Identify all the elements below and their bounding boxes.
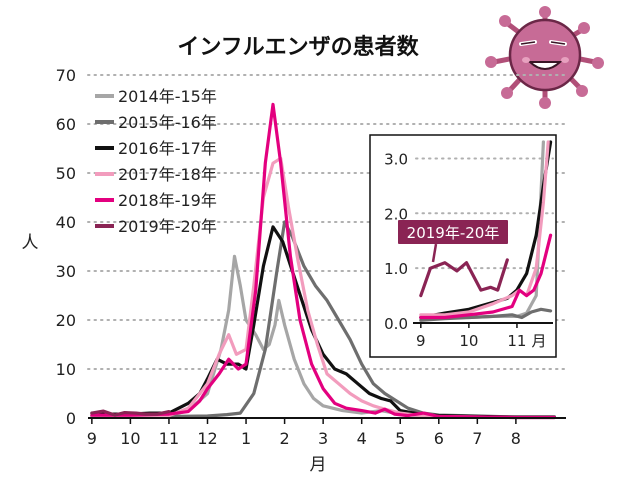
main-series-lines <box>90 102 556 420</box>
y-axis-label: 人 <box>22 233 39 253</box>
inset-frame <box>369 134 557 358</box>
series-line-2019-20 <box>90 409 171 417</box>
y-tick-label-10: 10 <box>56 360 76 379</box>
inset-series-line-2017-18 <box>419 140 550 317</box>
x-tick-label-3: 3 <box>318 429 328 448</box>
x-tick-label-8: 8 <box>511 429 521 448</box>
x-tick-label-9: 9 <box>87 429 97 448</box>
inset-series-line-2015-16 <box>419 307 553 322</box>
y-tick-label-20: 20 <box>56 311 76 330</box>
inset-x-tick-label-10: 10 <box>459 332 478 350</box>
inset-y-tick-label-0-0: 0.0 <box>384 315 408 333</box>
main-x-tick-labels: 9 10 11 12 1 2 3 4 5 6 7 8 <box>87 418 521 448</box>
legend-label-2014-15: 2014年-15年 <box>118 87 217 106</box>
x-tick-label-5: 5 <box>395 429 405 448</box>
y-tick-label-50: 50 <box>56 164 76 183</box>
inset-y-tick-label-2-0: 2.0 <box>384 205 408 223</box>
inset-x-tick-labels: 9 10 11 月 <box>416 323 547 350</box>
virus-icon <box>485 6 604 109</box>
annotation-label: 2019年-20年 <box>407 224 500 242</box>
legend-label-2019-20: 2019年-20年 <box>118 217 217 236</box>
inset-annotation: 2019年-20年 <box>398 220 508 263</box>
inset-x-tick-label-11: 11 <box>507 332 526 350</box>
y-tick-label-40: 40 <box>56 213 76 232</box>
y-tick-label-30: 30 <box>56 262 76 281</box>
legend-label-2016-17: 2016年-17年 <box>118 139 217 158</box>
inset-y-tick-label-1-0: 1.0 <box>384 260 408 278</box>
x-tick-label-4: 4 <box>357 429 367 448</box>
y-tick-label-70: 70 <box>56 66 76 85</box>
inset-x-tick-label-9: 9 <box>416 332 426 350</box>
x-tick-label-2: 2 <box>280 429 290 448</box>
legend: 2014年-15年 2015年-16年 2016年-17年 2017年-18年 2018… <box>95 87 217 236</box>
legend-label-2015-16: 2015年-16年 <box>118 113 217 132</box>
x-tick-label-12: 12 <box>197 429 217 448</box>
annotation-box <box>398 220 508 244</box>
inset-y-tick-label-3-0: 3.0 <box>384 150 408 168</box>
y-tick-label-0: 0 <box>66 409 76 428</box>
chart-title: インフルエンザの患者数 <box>177 34 419 60</box>
inset-series-line-2019-20 <box>419 258 509 298</box>
inset-series-lines <box>419 140 553 322</box>
x-tick-label-10: 10 <box>120 429 140 448</box>
main-y-tick-labels: 0 10 20 30 40 50 60 70 <box>56 66 76 428</box>
x-tick-label-1: 1 <box>241 429 251 448</box>
inset-month-label: 月 <box>531 332 546 350</box>
inset-chart: 0.0 1.0 2.0 3.0 9 10 11 月 2019年-20年 <box>369 134 557 358</box>
annotation-pointer <box>431 243 438 263</box>
x-tick-label-7: 7 <box>472 429 482 448</box>
inset-y-tick-labels: 0.0 1.0 2.0 3.0 <box>384 150 408 333</box>
x-axis-label: 月 <box>310 455 327 475</box>
series-line-2016-17 <box>90 225 556 419</box>
inset-series-line-2018-19 <box>419 233 553 320</box>
series-line-2018-19 <box>90 102 556 420</box>
y-tick-label-60: 60 <box>56 115 76 134</box>
x-tick-label-6: 6 <box>434 429 444 448</box>
legend-label-2018-19: 2018年-19年 <box>118 191 217 210</box>
legend-label-2017-18: 2017年-18年 <box>118 165 217 184</box>
x-tick-label-11: 11 <box>159 429 179 448</box>
